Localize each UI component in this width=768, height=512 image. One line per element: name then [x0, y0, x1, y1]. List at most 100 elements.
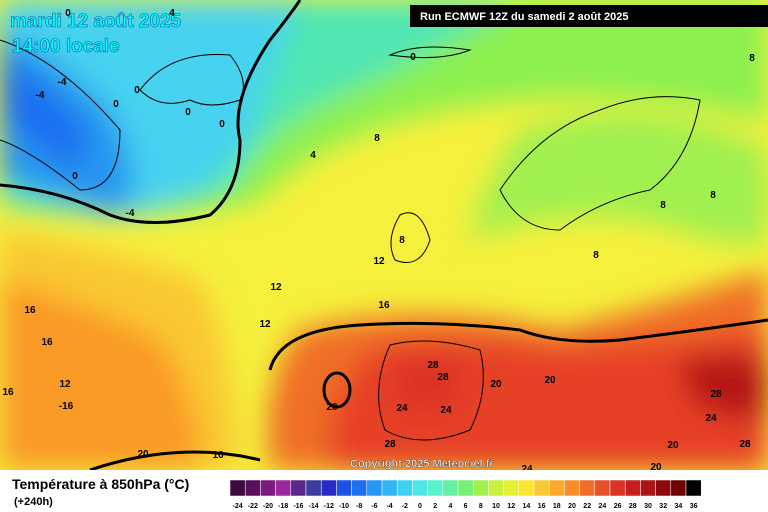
contour-label: 12	[59, 379, 71, 390]
color-scale-label: -6	[371, 503, 377, 510]
contour-label: 20	[667, 440, 679, 451]
contour-label: 0	[113, 99, 119, 110]
contour-label: 16	[24, 305, 36, 316]
color-swatch	[518, 479, 535, 497]
contour-label: -4	[58, 77, 67, 88]
contour-label: 28	[710, 389, 722, 400]
contour-label: -16	[59, 401, 74, 412]
color-scale-label: 10	[492, 503, 500, 510]
color-swatch	[457, 479, 474, 497]
run-banner	[410, 5, 768, 27]
run-info: Run ECMWF 12Z du samedi 2 août 2025	[420, 11, 628, 23]
color-scale-label: 26	[614, 503, 622, 510]
color-scale-label: 20	[568, 503, 576, 510]
contour-label: 12	[259, 319, 271, 330]
color-scale-label: 34	[675, 503, 683, 510]
color-scale-label: -4	[386, 503, 392, 510]
color-swatch	[351, 479, 368, 497]
color-scale-label: 0	[418, 503, 422, 510]
color-swatch	[564, 479, 580, 497]
temperature-field	[0, 0, 768, 470]
color-swatch	[229, 479, 246, 497]
color-scale-label: -8	[356, 503, 362, 510]
contour-label: 28	[427, 360, 439, 371]
color-swatch	[275, 479, 292, 497]
contour-label: 20	[137, 449, 149, 460]
contour-label: 28	[384, 439, 396, 450]
color-swatch	[685, 479, 702, 497]
forecast-date: mardi 12 août 2025	[10, 11, 182, 32]
color-scale-label: 30	[644, 503, 652, 510]
contour-label: 24	[521, 464, 533, 470]
color-swatch	[381, 479, 398, 497]
color-swatch	[655, 479, 672, 497]
contour-label: -4	[126, 208, 135, 219]
color-scale-label: 4	[448, 503, 452, 510]
contour-label: 0	[72, 171, 78, 182]
color-scale-label: -24	[233, 503, 243, 510]
contour-label: 16	[378, 300, 390, 311]
contour-label: 16	[41, 337, 53, 348]
contour-label: 20	[490, 379, 502, 390]
color-swatch	[488, 479, 504, 497]
color-scale-label: 6	[464, 503, 468, 510]
color-swatch	[396, 479, 413, 497]
legend-lead-time: (+240h)	[14, 496, 53, 508]
color-swatch	[427, 479, 444, 497]
color-swatch	[533, 479, 550, 497]
contour-label: 12	[270, 282, 282, 293]
color-scale-label: 22	[583, 503, 591, 510]
color-scale-label: -18	[278, 503, 288, 510]
color-scale-label: -20	[263, 503, 273, 510]
contour-label: 0	[410, 52, 416, 63]
contour-label: 24	[705, 413, 717, 424]
contour-label: 16	[2, 387, 14, 398]
coastlines	[0, 39, 701, 441]
color-scale-label: 8	[479, 503, 483, 510]
contour-label: 0	[219, 119, 225, 130]
legend: Température à 850hPa (°C) (+240h) -24 -22…	[12, 476, 702, 510]
color-swatch	[366, 479, 383, 497]
color-scale-label: 12	[507, 503, 515, 510]
contour-label: 20	[544, 375, 556, 386]
contour-label: -4	[36, 90, 45, 101]
map: Run ECMWF 12Z du samedi 2 août 2025 mard…	[0, 0, 768, 470]
contour-label: 0	[185, 107, 191, 118]
color-scale-label: 24	[599, 503, 607, 510]
color-scale-label: -14	[309, 503, 319, 510]
contour-label: 4	[310, 150, 316, 161]
contour-label: 16	[212, 450, 224, 461]
color-swatch	[260, 479, 276, 497]
color-scale-label: 2	[433, 503, 437, 510]
contour-label: 4	[169, 8, 175, 19]
isotherms	[0, 0, 768, 470]
contour-label: 20	[650, 462, 662, 470]
color-scale-label: 14	[523, 503, 531, 510]
color-swatch	[640, 479, 656, 497]
color-swatch	[670, 479, 687, 497]
legend-title: Température à 850hPa (°C)	[12, 476, 189, 492]
contour-label: 8	[374, 133, 380, 144]
color-swatch	[336, 479, 352, 497]
contour-label: 8	[660, 200, 666, 211]
contour-label: 28	[437, 372, 449, 383]
color-swatch	[442, 479, 459, 497]
color-swatch	[320, 479, 337, 497]
contour-label: 0	[134, 85, 140, 96]
color-scale-label: -22	[248, 503, 258, 510]
contour-label: 20	[326, 402, 338, 413]
color-swatch	[609, 479, 626, 497]
contour-label: 8	[399, 235, 405, 246]
color-swatch	[472, 479, 489, 497]
color-swatch	[305, 479, 322, 497]
color-scale-label: 18	[553, 503, 561, 510]
contour-label: 0	[65, 8, 71, 19]
copyright: Copyright 2025 Meteociel.fr	[350, 458, 494, 470]
contour-label: 8	[749, 53, 755, 64]
color-scale-label: 28	[629, 503, 637, 510]
color-swatch	[503, 479, 520, 497]
color-swatch	[579, 479, 596, 497]
contour-label: 24	[396, 403, 408, 414]
contour-label: 8	[593, 250, 599, 261]
